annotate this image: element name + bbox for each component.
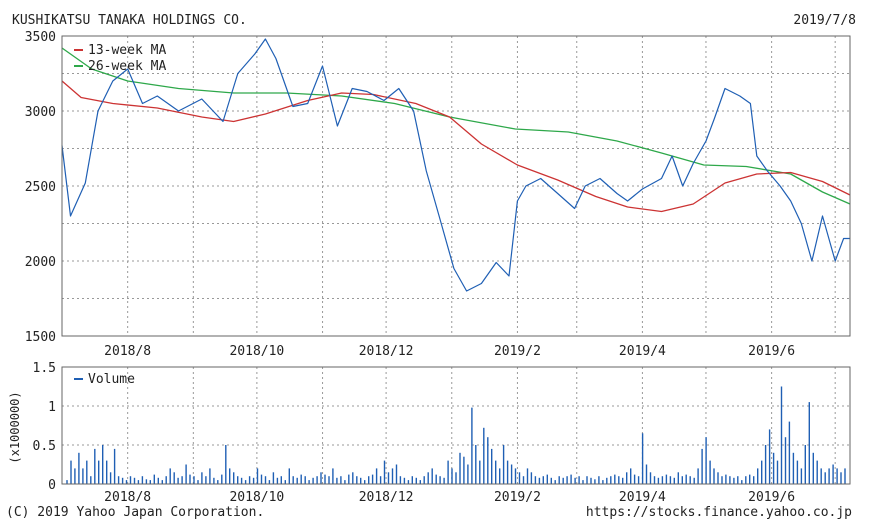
volume-unit-label: (x1000000) — [8, 391, 22, 463]
x-tick-label-price: 2018/12 — [359, 344, 414, 359]
x-tick-label-volume: 2018/12 — [359, 490, 414, 505]
x-tick-label-volume: 2019/4 — [619, 490, 666, 505]
x-tick-label-volume: 2018/8 — [104, 490, 151, 505]
price-panel-frame — [61, 35, 851, 337]
x-tick-label-volume: 2019/6 — [748, 490, 795, 505]
chart-date: 2019/7/8 — [793, 13, 856, 28]
y-tick-label-volume: 0 — [48, 478, 56, 493]
ma26-line — [61, 47, 851, 205]
y-tick-label-price: 3500 — [25, 30, 56, 45]
x-tick-label-price: 2019/6 — [748, 344, 795, 359]
x-tick-label-volume: 2019/2 — [494, 490, 541, 505]
x-tick-label-price: 2018/10 — [229, 344, 284, 359]
y-tick-label-price: 2500 — [25, 180, 56, 195]
ma13-line — [61, 80, 851, 213]
y-tick-label-price: 1500 — [25, 330, 56, 345]
x-tick-label-price: 2019/2 — [494, 344, 541, 359]
volume-panel-frame — [61, 366, 851, 485]
x-tick-label-price: 2018/8 — [104, 344, 151, 359]
source-url[interactable]: https://stocks.finance.yahoo.co.jp — [585, 505, 852, 520]
x-tick-label-price: 2019/4 — [619, 344, 666, 359]
y-tick-label-price: 2000 — [25, 255, 56, 270]
price-line — [61, 38, 850, 292]
y-tick-label-price: 3000 — [25, 105, 56, 120]
legend-ma13-label: 13-week MA — [88, 43, 166, 58]
legend-volume-label: Volume — [88, 372, 135, 387]
y-tick-label-volume: 0.5 — [33, 439, 56, 454]
chart-title: KUSHIKATSU TANAKA HOLDINGS CO. — [12, 13, 247, 28]
copyright-text: (C) 2019 Yahoo Japan Corporation. — [6, 505, 265, 520]
y-tick-label-volume: 1 — [48, 400, 56, 415]
legend-ma26-label: 26-week MA — [88, 59, 166, 74]
x-tick-label-volume: 2018/10 — [229, 490, 284, 505]
y-tick-label-volume: 1.5 — [33, 361, 56, 376]
